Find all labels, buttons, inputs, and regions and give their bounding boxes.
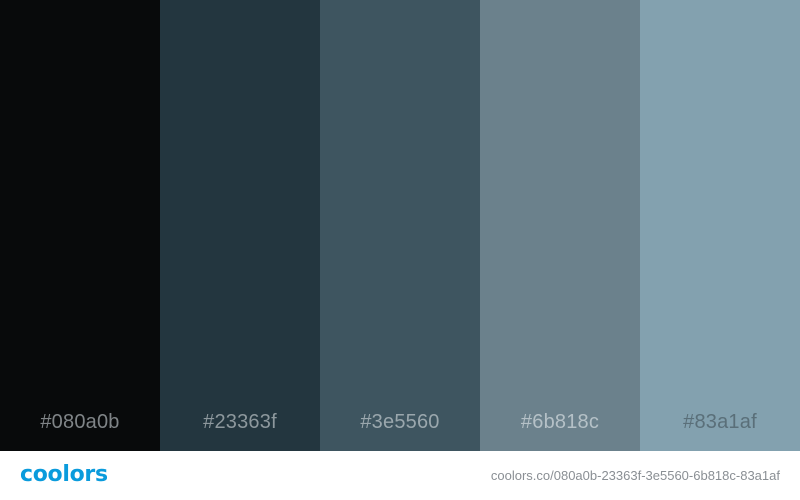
color-swatch-3[interactable]: #3e5560	[320, 0, 480, 451]
color-palette: #080a0b #23363f #3e5560 #6b818c #83a1af	[0, 0, 800, 451]
palette-url-link[interactable]: coolors.co/080a0b-23363f-3e5560-6b818c-8…	[490, 468, 780, 483]
swatch-hex-label-2: #23363f	[203, 411, 277, 433]
swatch-hex-label-3: #3e5560	[360, 411, 440, 433]
color-swatch-5[interactable]: #83a1af	[640, 0, 800, 451]
coolors-logo[interactable]: coolors	[20, 462, 108, 487]
color-swatch-2[interactable]: #23363f	[160, 0, 320, 451]
swatch-hex-label-5: #83a1af	[683, 411, 757, 433]
color-swatch-1[interactable]: #080a0b	[0, 0, 160, 451]
color-swatch-4[interactable]: #6b818c	[480, 0, 640, 451]
swatch-hex-label-4: #6b818c	[520, 411, 600, 433]
footer-bar: coolors coolors.co/080a0b-23363f-3e5560-…	[0, 451, 800, 500]
swatch-hex-label-1: #080a0b	[40, 411, 120, 433]
